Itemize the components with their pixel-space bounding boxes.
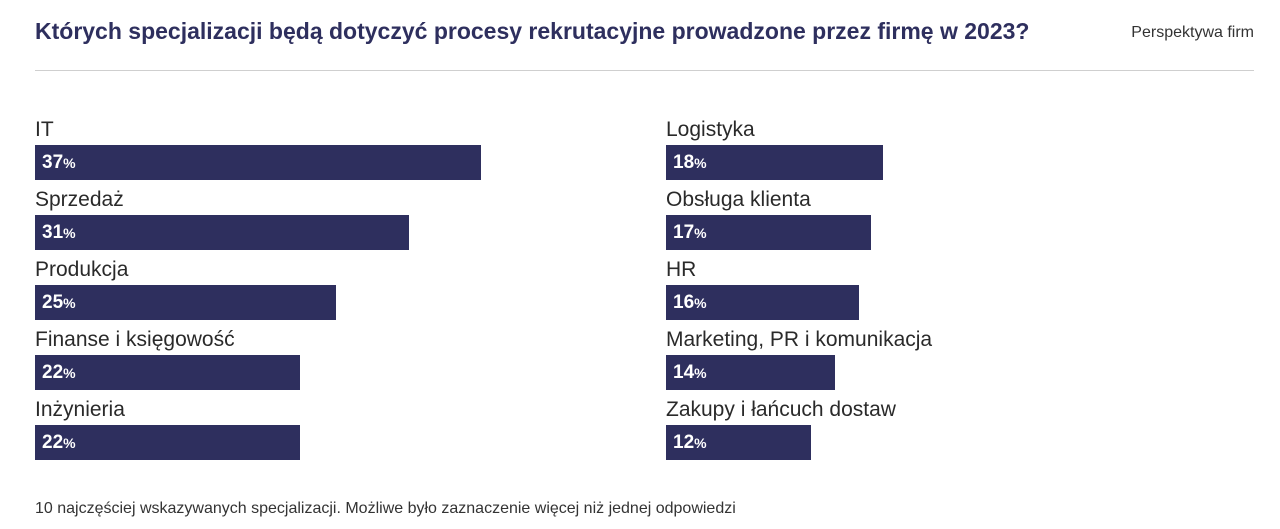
bar-value-label: 37% [42,152,76,173]
bar-item: Finanse i księgowość 22% [35,328,635,398]
perspective-tag: Perspektywa firm [1131,24,1254,41]
bar-category-label: HR [666,258,697,281]
bar-value-label: 22% [42,362,76,383]
bar-category-label: Zakupy i łańcuch dostaw [666,398,896,421]
bar [666,145,883,180]
bar-item: Logistyka 18% [666,118,1266,188]
bar [666,285,859,320]
chart-title: Których specjalizacji będą dotyczyć proc… [35,18,1030,44]
bar-item: Obsługa klienta 17% [666,188,1266,258]
bar-category-label: Inżynieria [35,398,125,421]
footnote: 10 najczęściej wskazywanych specjalizacj… [35,500,736,517]
bar [35,355,300,390]
bar-item: Zakupy i łańcuch dostaw 12% [666,398,1266,468]
bar-item: Sprzedaż 31% [35,188,635,258]
bar-item: Produkcja 25% [35,258,635,328]
bar [35,425,300,460]
bar-value-label: 14% [673,362,707,383]
bar [666,425,811,460]
bar-category-label: Sprzedaż [35,188,124,211]
bar-value-label: 31% [42,222,76,243]
bar-item: IT 37% [35,118,635,188]
bar-value-label: 17% [673,222,707,243]
bar-value-label: 12% [673,432,707,453]
bar-value-label: 16% [673,292,707,313]
bar [666,355,835,390]
bar [35,145,481,180]
header-divider [35,70,1254,71]
bar [666,215,871,250]
bar-item: HR 16% [666,258,1266,328]
bar-category-label: Logistyka [666,118,755,141]
bar-category-label: IT [35,118,54,141]
bar-value-label: 22% [42,432,76,453]
bar-category-label: Finanse i księgowość [35,328,235,351]
bar-item: Inżynieria 22% [35,398,635,468]
bar-value-label: 25% [42,292,76,313]
bar-item: Marketing, PR i komunikacja 14% [666,328,1266,398]
bar [35,215,409,250]
bar-category-label: Marketing, PR i komunikacja [666,328,933,351]
bar-value-label: 18% [673,152,707,173]
bar-category-label: Produkcja [35,258,129,281]
bar [35,285,336,320]
bar-category-label: Obsługa klienta [666,188,811,211]
